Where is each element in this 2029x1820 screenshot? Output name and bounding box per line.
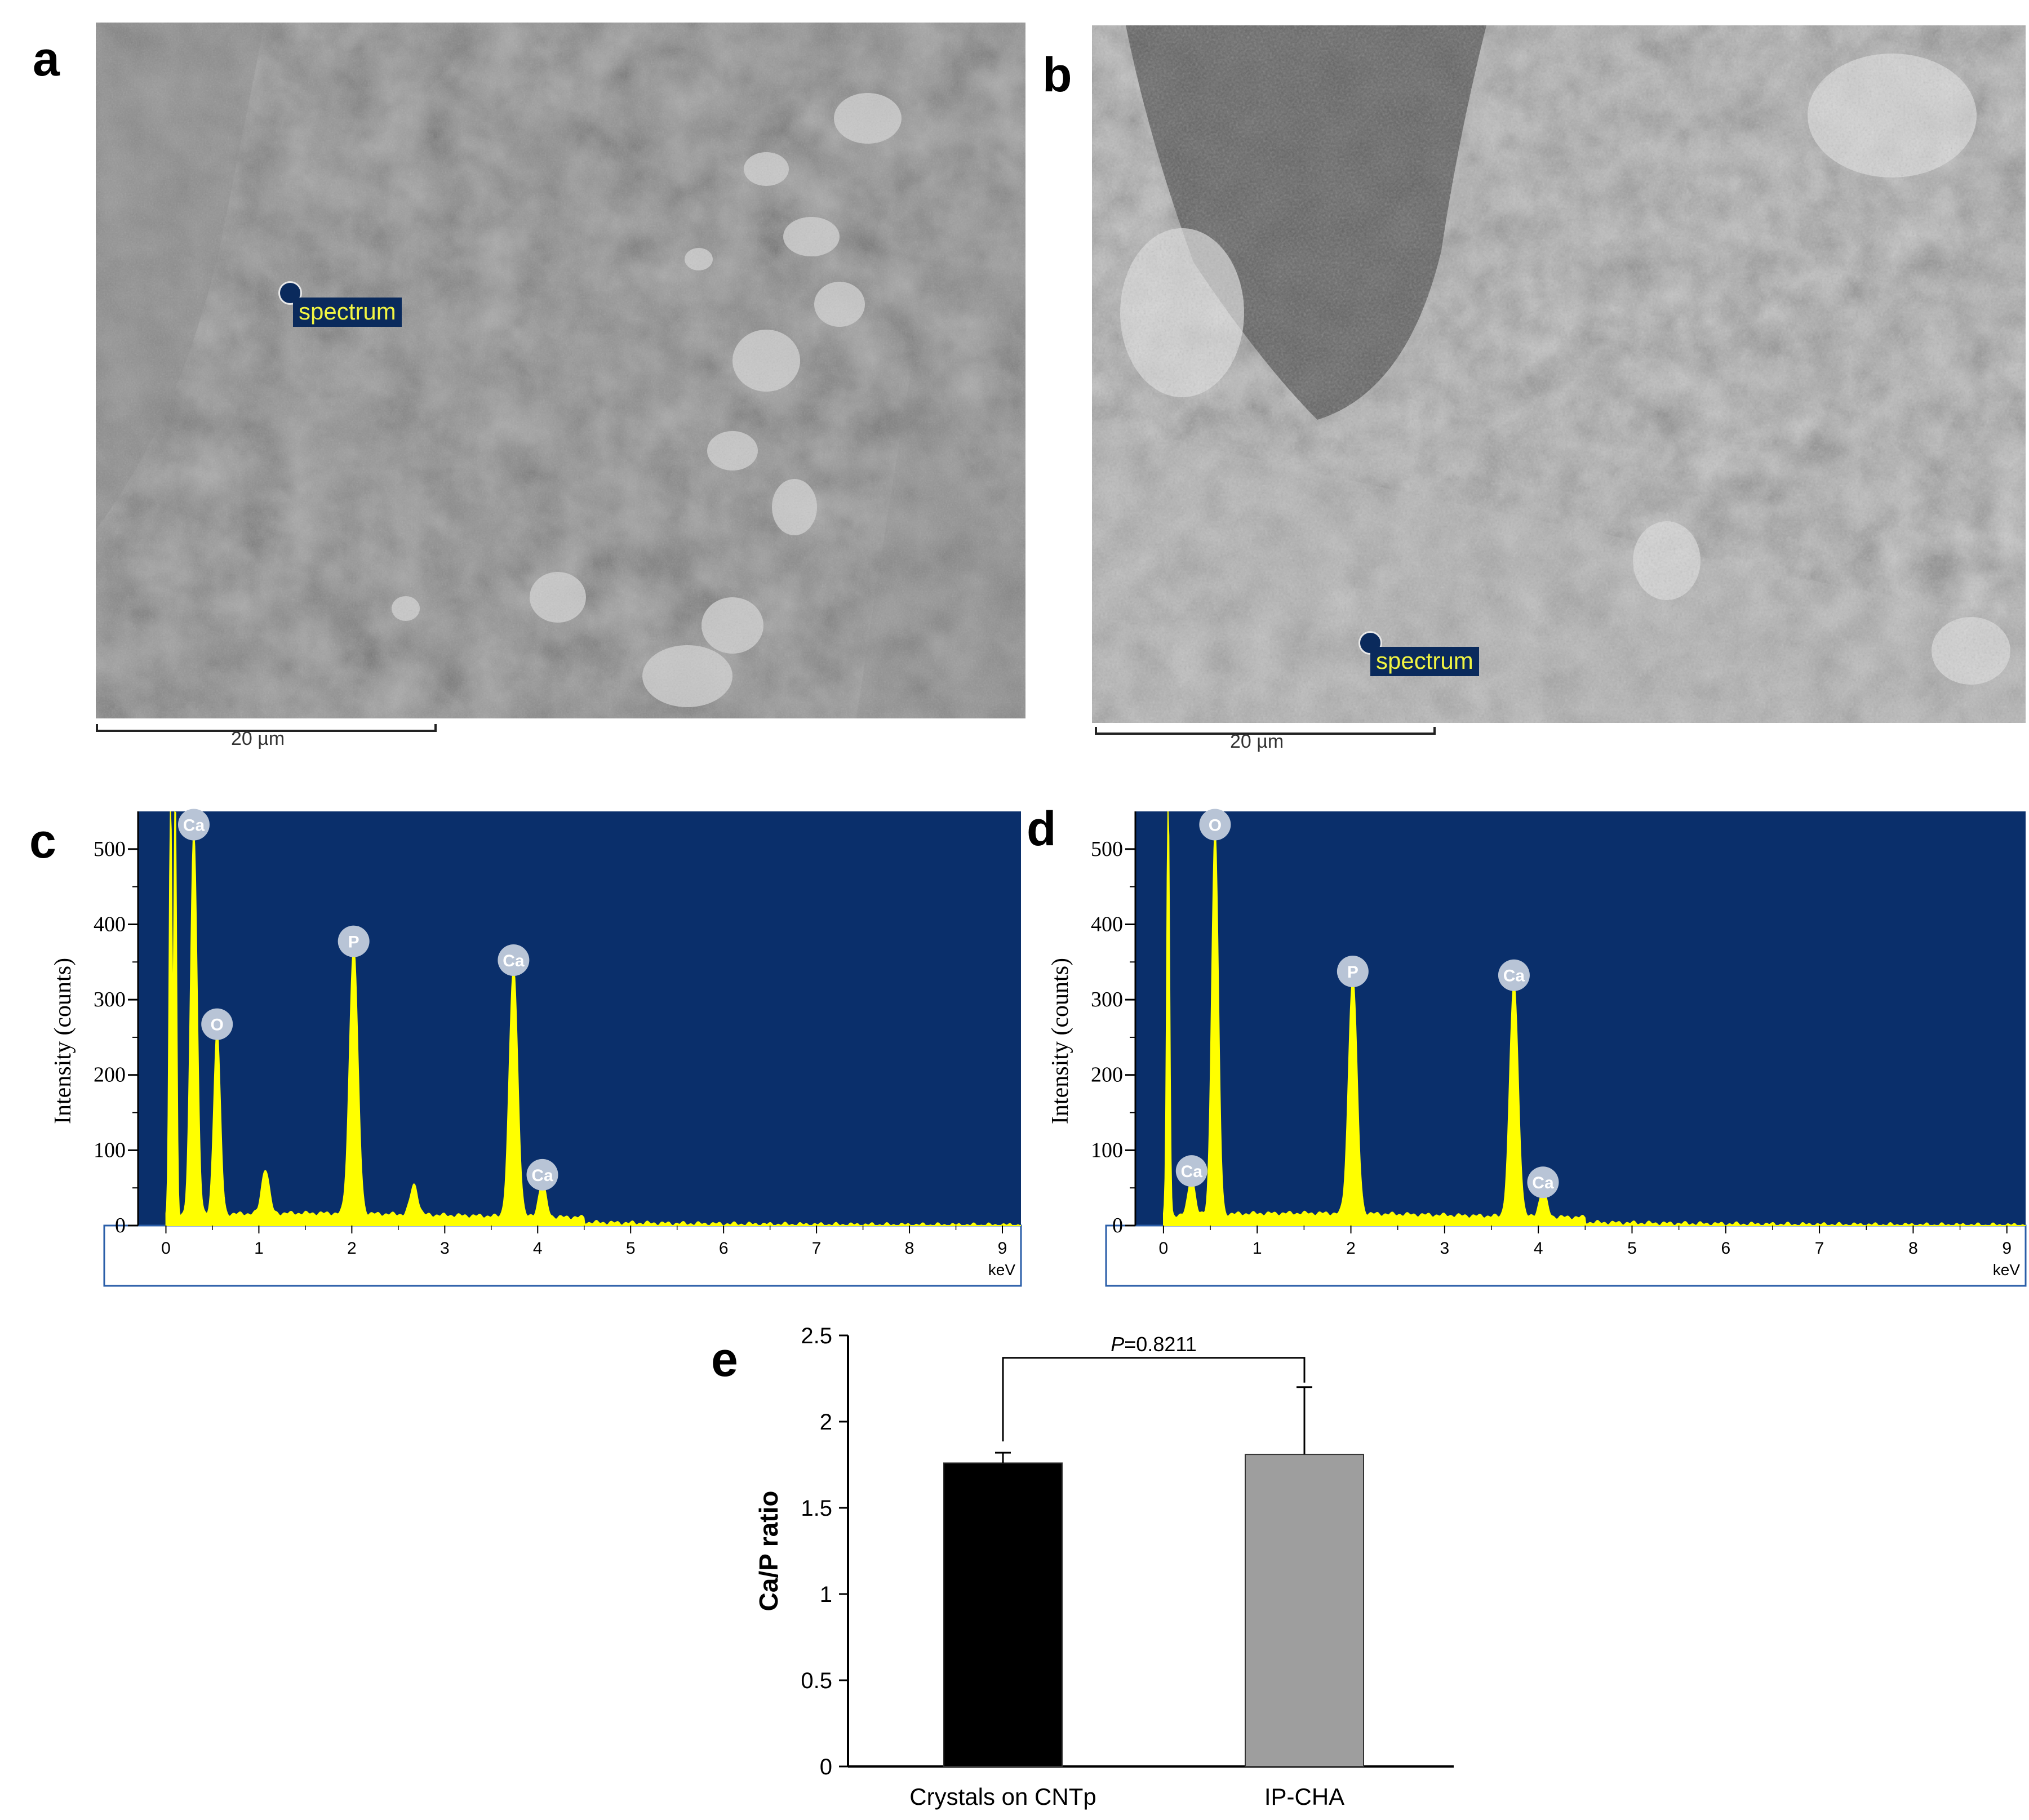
- y-tick-label: 0: [820, 1755, 832, 1779]
- panel-label-a: a: [33, 32, 60, 86]
- x-tick-label: 3: [1440, 1239, 1449, 1258]
- x-tick-label: 5: [626, 1239, 636, 1258]
- category-label: Crystals on CNTp: [909, 1783, 1096, 1810]
- peak-label: Ca: [1181, 1162, 1203, 1181]
- spectrum-series: [1162, 811, 2026, 1227]
- peak-label: O: [211, 1016, 224, 1035]
- peak-badge-p: P: [338, 925, 370, 957]
- scale-bar-a: [96, 724, 437, 732]
- peak-badge-ca: Ca: [177, 809, 210, 841]
- peak-badge-ca: Ca: [1527, 1166, 1559, 1198]
- peak-label: P: [348, 933, 359, 952]
- bar-chart-e: 0 0.5 1 1.5 2 2.5 Crystals on CNTp IP-CHA P=0.82…: [754, 1324, 1454, 1810]
- plot-background: [138, 811, 1021, 1226]
- category-label: IP-CHA: [1264, 1783, 1344, 1810]
- panel-label-b: b: [1042, 48, 1072, 102]
- x-tick-label: 4: [1534, 1239, 1543, 1258]
- p-value-annotation: P=0.8211: [1111, 1333, 1196, 1356]
- peak-badge-ca: Ca: [1498, 959, 1530, 991]
- x-tick-label: 3: [440, 1239, 450, 1258]
- peak-badge-o: O: [201, 1008, 233, 1040]
- sem-image-b: [1092, 25, 2026, 723]
- x-axis-box: [103, 1224, 1022, 1287]
- x-tick-label: 5: [1627, 1239, 1637, 1258]
- y-tick-label: 200: [1091, 1063, 1123, 1087]
- y-tick-label: 200: [94, 1063, 126, 1087]
- x-tick-label: 4: [533, 1239, 543, 1258]
- spectrum-label-b: spectrum: [1370, 647, 1479, 677]
- peak-label: P: [1347, 963, 1358, 982]
- x-tick-label: 8: [1908, 1239, 1918, 1258]
- significance-bracket: [1002, 1357, 1306, 1442]
- x-tick-label: 1: [254, 1239, 264, 1258]
- y-tick-label: 0: [1112, 1214, 1123, 1237]
- peak-label: Ca: [531, 1166, 553, 1185]
- plot-background: [1135, 811, 2026, 1226]
- panel-label-c: c: [29, 814, 56, 868]
- scale-label-b: 20 µm: [1230, 731, 1284, 752]
- y-axis-label: Intensity (counts): [1047, 958, 1073, 1124]
- peak-label: Ca: [183, 816, 205, 834]
- y-tick-label: 2.5: [801, 1324, 832, 1348]
- y-tick-label: 100: [1091, 1138, 1123, 1162]
- y-tick-label: 500: [1091, 837, 1123, 861]
- spectrum-label-a: spectrum: [293, 298, 402, 327]
- panel-label-d: d: [1027, 802, 1056, 856]
- x-tick-label: 6: [719, 1239, 729, 1258]
- y-tick-label: 1: [820, 1582, 832, 1607]
- y-tick-label: 0.5: [801, 1668, 832, 1693]
- y-axis-label: Intensity (counts): [50, 958, 76, 1124]
- y-tick-label: 400: [94, 912, 126, 936]
- x-tick-label: 0: [1159, 1239, 1169, 1258]
- bar-crystals-on-cntp: [943, 1462, 1063, 1767]
- spectrum-chart-d: Ca O P Ca Ca 0 100 200 300 400 500 0 1 2 3 4 5 6 7 8 9 keV Int…: [1047, 809, 2027, 1287]
- scale-bar-b: [1095, 727, 1436, 735]
- peak-label: Ca: [503, 952, 525, 970]
- panel-label-e: e: [711, 1333, 738, 1387]
- x-tick-label: 1: [1253, 1239, 1262, 1258]
- y-tick-label: 0: [115, 1214, 126, 1237]
- y-tick-label: 300: [94, 988, 126, 1011]
- x-tick-label: 8: [905, 1239, 914, 1258]
- peak-badge-ca: Ca: [498, 944, 530, 976]
- spectrum-chart-c: Ca O P Ca Ca 0 100 200 300 400 500 0 1 2 3 4 5 6 7 8 9 keV Int…: [50, 809, 1022, 1287]
- x-tick-label: 9: [998, 1239, 1007, 1258]
- y-tick-label: 300: [1091, 988, 1123, 1011]
- peak-badge-p: P: [1337, 956, 1369, 988]
- peak-label: Ca: [1532, 1174, 1554, 1192]
- x-axis-box: [1105, 1224, 2027, 1287]
- x-tick-label: 6: [1721, 1239, 1730, 1258]
- peak-badge-ca: Ca: [526, 1158, 558, 1191]
- peak-badge-ca: Ca: [1175, 1155, 1207, 1187]
- x-tick-label: 7: [812, 1239, 822, 1258]
- x-tick-label: 7: [1815, 1239, 1824, 1258]
- x-tick-label: 2: [1346, 1239, 1356, 1258]
- x-axis-label: keV: [988, 1261, 1016, 1279]
- x-tick-label: 0: [161, 1239, 171, 1258]
- y-tick-label: 1.5: [801, 1496, 832, 1521]
- x-tick-label: 9: [2002, 1239, 2012, 1258]
- y-tick-label: 500: [94, 837, 126, 861]
- peak-label: Ca: [1503, 967, 1525, 986]
- spectrum-series: [165, 810, 1021, 1227]
- y-tick-label: 2: [820, 1410, 832, 1435]
- y-tick-label: 400: [1091, 912, 1123, 936]
- x-axis-label: keV: [1993, 1261, 2021, 1279]
- peak-badge-o: O: [1199, 809, 1231, 841]
- x-tick-label: 2: [347, 1239, 357, 1258]
- y-axis-label: Ca/P ratio: [754, 1491, 783, 1612]
- scale-label-a: 20 µm: [231, 728, 285, 749]
- peak-label: O: [1209, 816, 1222, 834]
- sem-image-a: [96, 23, 1025, 718]
- bar-ip-cha: [1245, 1454, 1364, 1767]
- y-tick-label: 100: [94, 1138, 126, 1162]
